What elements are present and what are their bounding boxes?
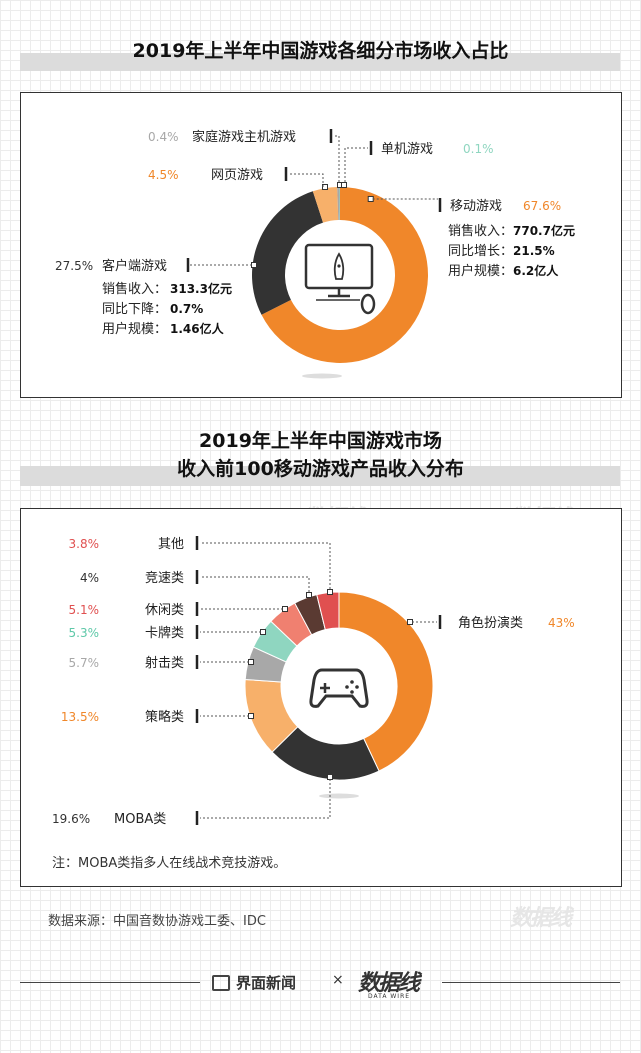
- leader-line: [290, 173, 324, 187]
- leader-line: [200, 576, 310, 592]
- leader-marker: [251, 262, 257, 268]
- leader-line: [200, 542, 331, 589]
- leader-marker: [248, 713, 254, 719]
- detail-label: 销售收入：: [102, 281, 167, 297]
- label-category: 休闲类: [145, 603, 184, 618]
- label-category: 竞速类: [145, 570, 184, 586]
- pie-slice: [337, 187, 340, 221]
- data-wire-logo-sub: DATA WIRE: [368, 993, 411, 1000]
- title-band: [20, 466, 620, 486]
- jiemian-logo-icon: [212, 974, 230, 991]
- leader-marker: [327, 774, 333, 780]
- label-category: 角色扮演类: [458, 615, 523, 631]
- data-source: 数据来源：中国音数协游戏工委、IDC: [48, 914, 266, 929]
- detail-value: 21.5%: [513, 244, 555, 258]
- chart1-shadow: [302, 373, 342, 379]
- data-wire-logo: 数据线: [358, 971, 420, 996]
- leader-marker: [282, 606, 288, 612]
- leader-marker: [260, 629, 266, 635]
- brand-jiemian: 界面新闻: [212, 972, 296, 993]
- pie-slice: [252, 191, 324, 315]
- computer-rocket-icon: [304, 243, 376, 315]
- label-category: 射击类: [145, 655, 184, 671]
- label-percent: 4%: [80, 571, 99, 585]
- gamepad-icon: [309, 668, 369, 708]
- detail-value: 6.2亿人: [513, 263, 559, 278]
- detail-value: 0.7%: [170, 302, 203, 316]
- detail-value: 1.46亿人: [170, 321, 225, 336]
- detail-label: 同比增长：: [448, 244, 513, 259]
- label-percent: 13.5%: [61, 710, 99, 724]
- detail-value: 770.7亿元: [513, 223, 575, 238]
- leader-marker: [367, 195, 374, 202]
- detail-label: 销售收入：: [448, 223, 513, 239]
- brand-name: 界面新闻: [236, 974, 297, 992]
- label-percent: 27.5%: [55, 259, 93, 273]
- leader-line: [200, 779, 331, 819]
- label-percent: 5.3%: [69, 626, 100, 640]
- label-category: 策略类: [145, 709, 184, 725]
- leader-marker: [248, 659, 254, 665]
- label-percent: 43%: [548, 616, 575, 630]
- label-category: 卡牌类: [145, 625, 184, 641]
- label-percent: 4.5%: [148, 168, 179, 182]
- footer-divider: [442, 982, 620, 983]
- chart2-panel: [20, 508, 622, 887]
- footnote: 注：MOBA类指多人在线战术竞技游戏。: [52, 856, 287, 871]
- chart2-title-line1: 2019年上半年中国游戏市场: [199, 430, 442, 452]
- detail-value: 313.3亿元: [170, 281, 232, 296]
- leader-marker: [407, 619, 413, 625]
- leader-marker: [327, 589, 333, 595]
- label-category: 客户端游戏: [102, 258, 167, 274]
- pie-slice: [338, 591, 434, 772]
- detail-label: 用户规模：: [102, 321, 167, 337]
- label-category: MOBA类: [114, 812, 166, 827]
- label-percent: 0.4%: [148, 130, 179, 144]
- chart2-title-line2: 收入前100移动游戏产品收入分布: [177, 458, 464, 480]
- pie-slice: [316, 591, 340, 631]
- label-percent: 67.6%: [523, 199, 561, 213]
- label-percent: 5.7%: [69, 656, 100, 670]
- label-category: 其他: [158, 537, 184, 552]
- leader-line: [344, 147, 368, 182]
- label-percent: 3.8%: [69, 537, 100, 551]
- label-category: 家庭游戏主机游戏: [192, 129, 296, 145]
- label-category: 移动游戏: [450, 199, 502, 214]
- detail-label: 用户规模：: [448, 263, 513, 279]
- leader-marker: [341, 182, 347, 188]
- leader-marker: [306, 592, 312, 598]
- chart1-title: 2019年上半年中国游戏各细分市场收入占比: [132, 40, 509, 62]
- label-category: 网页游戏: [211, 168, 263, 183]
- label-percent: 19.6%: [52, 812, 90, 826]
- label-category: 单机游戏: [381, 142, 433, 157]
- watermark-logo: 数据线: [510, 906, 572, 931]
- times-sign: ×: [332, 972, 344, 988]
- pie-slice: [312, 187, 339, 223]
- title-band: [20, 53, 620, 71]
- pie-slice: [339, 187, 340, 221]
- label-percent: 0.1%: [463, 142, 494, 156]
- detail-label: 同比下降：: [102, 302, 167, 317]
- leader-line: [334, 135, 340, 182]
- label-percent: 5.1%: [69, 603, 100, 617]
- pie-slice: [261, 187, 428, 363]
- chart2-shadow: [319, 793, 359, 799]
- footer-divider: [20, 982, 200, 983]
